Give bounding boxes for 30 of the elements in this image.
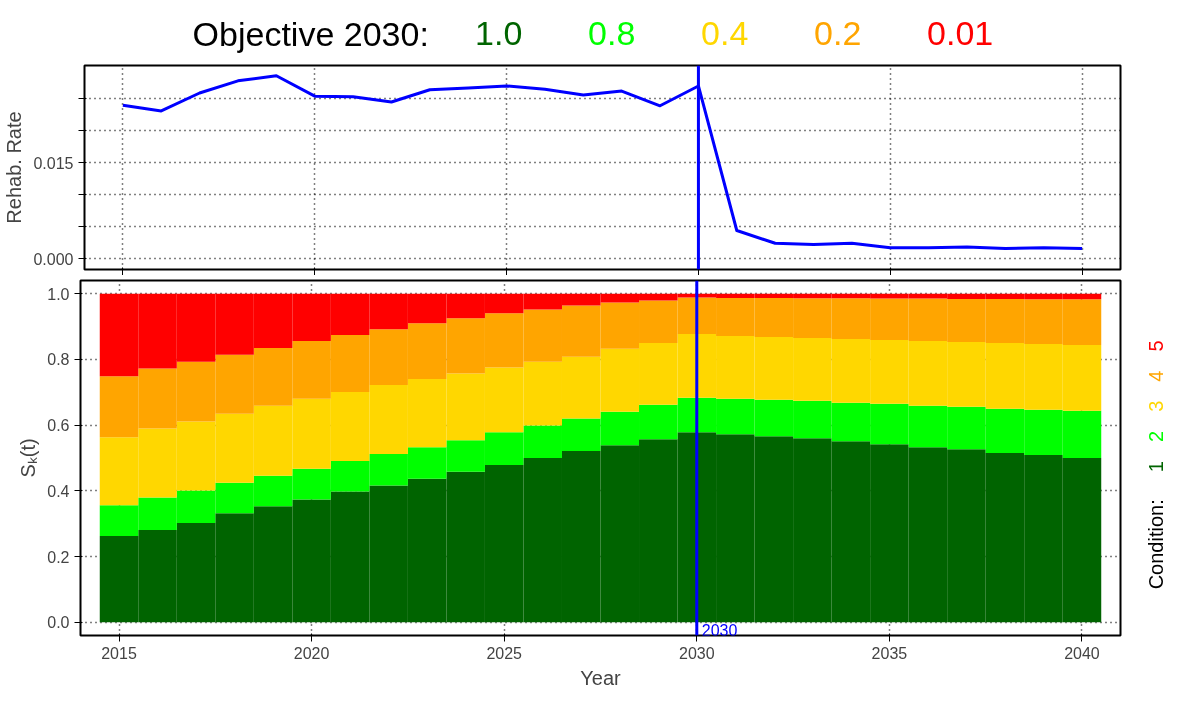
text: 1.0: [475, 14, 523, 52]
legend-title: Condition:: [1144, 499, 1167, 590]
y-tick-label: 0.8: [47, 351, 70, 369]
y-axis-title: Sₖ(t): [17, 438, 40, 478]
x-axis-title: Year: [580, 666, 622, 689]
x-tick-label: 2040: [1064, 644, 1100, 662]
y-tick-label: 0.0: [47, 614, 70, 632]
text: 4: [1144, 370, 1167, 382]
chart-title: Objective 2030:: [192, 14, 429, 53]
text: 0.8: [588, 14, 636, 52]
x-tick-label: 2030: [679, 644, 715, 662]
y-tick-label: 0.6: [47, 417, 70, 435]
x-tick-label: 2015: [101, 644, 137, 662]
text: 0.01: [927, 14, 994, 52]
x-tick-label: 2035: [871, 644, 908, 662]
text: 1: [1144, 461, 1167, 473]
text: 2: [1144, 430, 1167, 443]
y-tick-label: 0.2: [47, 548, 70, 566]
y-tick-label: 0.4: [47, 482, 70, 500]
x-tick-label: 2020: [293, 644, 330, 662]
y-tick-label: 1.0: [47, 285, 70, 303]
y-tick-label: 0.000: [33, 250, 74, 268]
text: 0.2: [814, 14, 862, 52]
y-tick-label: 0.015: [33, 154, 74, 172]
x-tick-label: 2025: [486, 644, 523, 662]
y-axis-title: Rehab. Rate: [3, 111, 26, 224]
text: 5: [1144, 340, 1167, 352]
text: 0.4: [701, 14, 749, 52]
ref-line-label: 2030: [701, 621, 738, 639]
text: 3: [1144, 400, 1167, 412]
